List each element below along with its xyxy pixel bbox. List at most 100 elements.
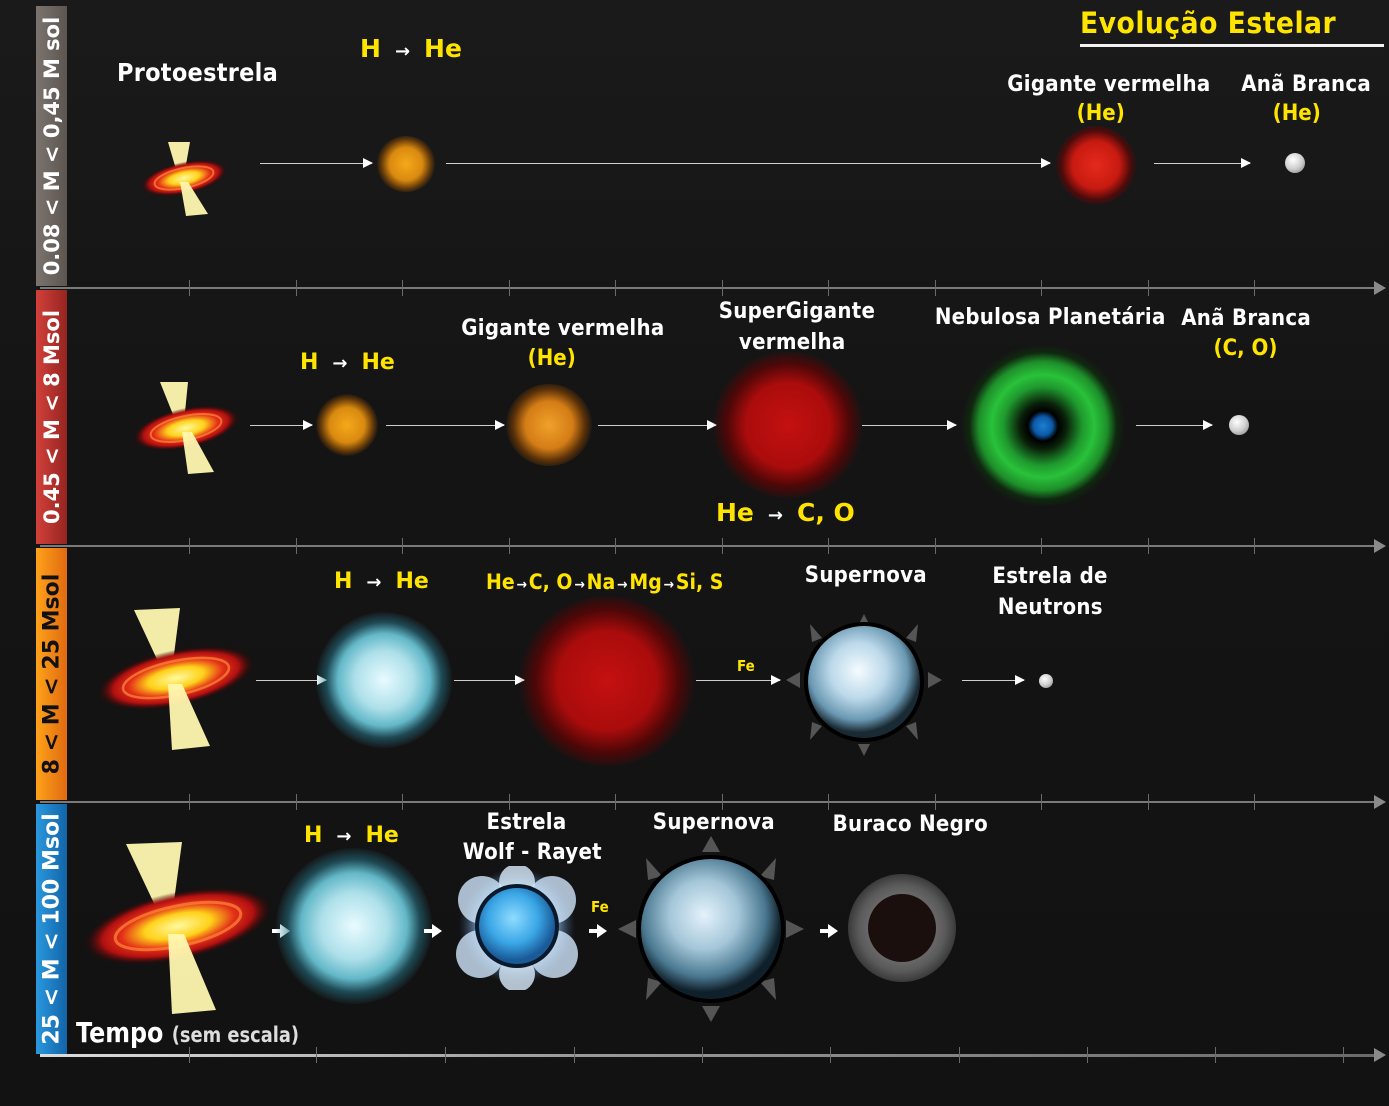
- fusion-element: He: [486, 570, 515, 594]
- mass-range-label: 0.45 < M < 8 Msol: [39, 309, 64, 525]
- reaction-arrow: →: [336, 826, 352, 847]
- reaction-from: H: [304, 823, 323, 848]
- reaction-to: He: [361, 350, 395, 375]
- stage-label-white-dwarf: Anã Branca: [1181, 306, 1312, 331]
- time-sublabel: (sem escala): [171, 1023, 300, 1047]
- red-giant-icon: [1056, 126, 1136, 204]
- flow-arrow: [386, 420, 505, 430]
- blue-star-icon: [276, 848, 432, 1004]
- time-axis-row1: [40, 287, 1375, 289]
- fusion-sequence: He →C, O →Na →Mg →Si, S: [486, 570, 724, 594]
- mass-band-row2: 0.45 < M < 8 Msol: [36, 290, 67, 544]
- mass-range-label: 8 < M < 25 Msol: [39, 573, 64, 775]
- fusion-element: Si, S: [675, 570, 724, 594]
- mass-range-label: 0.08 < M < 0,45 M sol: [39, 16, 64, 276]
- fusion-element: Mg: [629, 570, 662, 594]
- time-axis-row3: [40, 801, 1375, 803]
- flow-arrow: [260, 158, 373, 168]
- stage-label-red-giant: Gigante vermelha: [1007, 72, 1211, 97]
- flow-arrow: [696, 675, 781, 685]
- mass-band-row4: 25 < M < 100 Msol: [36, 804, 67, 1054]
- wolf-rayet-icon: [456, 866, 578, 990]
- time-label: Tempo: [76, 1016, 164, 1049]
- flow-arrow: [446, 158, 1051, 168]
- stage-label-red-giant: Gigante vermelha: [461, 316, 665, 341]
- protostar-icon: [133, 382, 239, 474]
- stage-label-neutron-star-line1: Estrela de: [992, 564, 1108, 589]
- flow-arrow: [862, 420, 957, 430]
- supernova-icon: [786, 614, 942, 756]
- flow-arrow: [962, 675, 1025, 685]
- reaction-to: He: [424, 34, 462, 63]
- iron-core-label: Fe: [590, 898, 609, 916]
- flow-arrow: [1154, 158, 1251, 168]
- stage-label-supergiant-line1: SuperGigante: [718, 299, 876, 324]
- supergiant-icon: [712, 352, 864, 498]
- reaction-from: H: [360, 34, 381, 63]
- axis-arrowhead: [1374, 539, 1386, 553]
- axis-arrowhead: [1374, 281, 1386, 295]
- flow-arrow: [1136, 420, 1213, 430]
- reaction-from: H: [334, 569, 353, 594]
- mass-band-row3: 8 < M < 25 Msol: [36, 548, 67, 800]
- fusion-element: C, O: [528, 570, 573, 594]
- protostar-icon: [83, 842, 273, 1014]
- supergiant-icon: [518, 596, 696, 766]
- reaction-arrow: →: [767, 505, 783, 526]
- blue-star-icon: [316, 612, 452, 748]
- mass-band-row1: 0.08 < M < 0,45 M sol: [36, 6, 67, 286]
- stage-label-white-dwarf: Anã Branca: [1241, 72, 1372, 97]
- time-axis-label: Tempo (sem escala): [76, 1016, 299, 1049]
- mass-range-label: 25 < M < 100 Msol: [39, 813, 64, 1045]
- stage-note-red-giant: (He): [1076, 101, 1125, 126]
- stage-label-supernova: Supernova: [804, 563, 927, 588]
- stage-label-protostar: Protoestrela: [116, 58, 279, 87]
- star-main-sequence-icon: [316, 394, 378, 456]
- reaction-h-he: H → He: [360, 34, 462, 63]
- black-hole-icon: [848, 874, 956, 982]
- reaction-h-he: H → He: [300, 350, 395, 375]
- stage-label-supernova: Supernova: [652, 810, 775, 835]
- stage-note-red-giant: (He): [527, 346, 576, 371]
- flow-arrow: [250, 420, 313, 430]
- flow-arrow: [424, 924, 442, 938]
- reaction-h-he: H → He: [304, 823, 399, 848]
- reaction-from: H: [300, 350, 319, 375]
- stage-label-wolf-rayet-line2: Wolf - Rayet: [462, 840, 602, 865]
- neutron-star-icon: [1039, 674, 1053, 688]
- stage-note-white-dwarf: (C, O): [1213, 336, 1278, 361]
- stage-label-neutron-star-line2: Neutrons: [997, 595, 1103, 620]
- axis-arrowhead: [1374, 795, 1386, 809]
- red-giant-icon: [506, 384, 592, 466]
- protostar-icon: [140, 142, 228, 216]
- reaction-arrow: →: [332, 353, 348, 374]
- star-main-sequence-icon: [376, 136, 436, 192]
- diagram-title: Evolução Estelar: [1080, 6, 1337, 40]
- axis-arrowhead: [1374, 1048, 1386, 1062]
- reaction-h-he: H → He: [334, 569, 429, 594]
- time-axis-row4: [40, 1054, 1375, 1057]
- reaction-he-co: He → C, O: [716, 498, 855, 527]
- stage-label-supergiant-line2: vermelha: [738, 330, 846, 355]
- stage-label-wolf-rayet-line1: Estrela: [486, 810, 567, 835]
- flow-arrow: [598, 420, 717, 430]
- flow-arrow: [589, 924, 607, 938]
- reaction-to: He: [365, 823, 399, 848]
- reaction-from: He: [716, 498, 754, 527]
- flow-arrow: [820, 924, 838, 938]
- reaction-arrow: →: [394, 41, 411, 62]
- time-axis-row2: [40, 545, 1375, 547]
- stage-label-planetary-nebula: Nebulosa Planetária: [934, 305, 1166, 330]
- fusion-element: Na: [586, 570, 616, 594]
- protostar-icon: [97, 608, 255, 750]
- reaction-to: C, O: [796, 498, 855, 527]
- stage-note-white-dwarf: (He): [1272, 101, 1321, 126]
- white-dwarf-icon: [1285, 153, 1305, 173]
- supernova-icon: [618, 836, 804, 1022]
- iron-core-label: Fe: [736, 657, 755, 675]
- flow-arrow: [454, 675, 525, 685]
- reaction-arrow: →: [366, 572, 382, 593]
- planetary-nebula-icon: [958, 346, 1128, 506]
- stage-label-black-hole: Buraco Negro: [832, 812, 988, 837]
